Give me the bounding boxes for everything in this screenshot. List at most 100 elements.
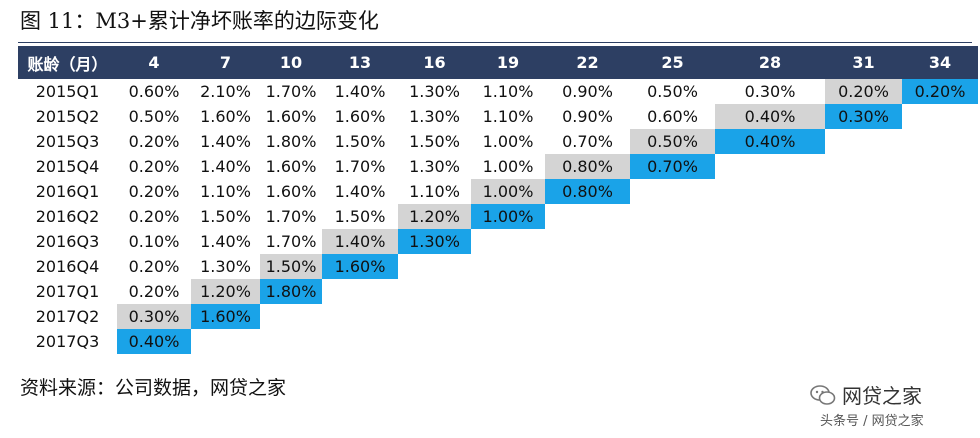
- row-label: 2017Q1: [35, 282, 100, 301]
- table-cell: 1.30%: [398, 229, 471, 254]
- table-cell: 0.30%: [744, 82, 796, 101]
- table-cell: 0.60%: [647, 107, 698, 126]
- table-cell: 0.20%: [128, 207, 180, 226]
- empty-cell: [630, 229, 715, 254]
- table-cell: 1.70%: [265, 232, 317, 251]
- table-cell: 1.00%: [482, 157, 534, 176]
- table-cell: 1.60%: [265, 107, 317, 126]
- empty-cell: [260, 329, 322, 354]
- empty-cell: [715, 179, 825, 204]
- table-cell: 0.90%: [562, 82, 613, 101]
- table-row: 2016Q2 0.20% 1.50% 1.70% 1.50% 1.20% 1.00%: [18, 204, 978, 229]
- empty-cell: [471, 279, 545, 304]
- empty-cell: [825, 179, 902, 204]
- wechat-icon: [810, 384, 836, 405]
- empty-cell: [715, 329, 825, 354]
- column-header: 10: [279, 53, 303, 72]
- empty-cell: [715, 279, 825, 304]
- empty-cell: [630, 279, 715, 304]
- empty-cell: [471, 229, 545, 254]
- watermark-subtext: 头条号 / 网贷之家: [820, 414, 924, 429]
- empty-cell: [545, 204, 630, 229]
- table-cell: 2.10%: [200, 82, 251, 101]
- empty-cell: [398, 329, 471, 354]
- table-cell: 1.80%: [260, 279, 322, 304]
- empty-cell: [545, 279, 630, 304]
- empty-cell: [630, 204, 715, 229]
- empty-cell: [545, 304, 630, 329]
- table-row: 2017Q3 0.40%: [18, 329, 978, 354]
- empty-cell: [902, 154, 978, 179]
- empty-cell: [322, 304, 398, 329]
- empty-cell: [902, 129, 978, 154]
- header-label: 账龄（月）: [27, 54, 108, 74]
- table-cell: 0.20%: [128, 282, 180, 301]
- table-cell: 1.30%: [409, 157, 460, 176]
- table-cell: 1.20%: [191, 279, 260, 304]
- empty-cell: [260, 304, 322, 329]
- empty-cell: [715, 304, 825, 329]
- table-cell: 0.20%: [128, 257, 180, 276]
- watermark: 网贷之家: [810, 380, 922, 409]
- table-row: 2015Q2 0.50% 1.60% 1.60% 1.60% 1.30% 1.10% 0.90…: [18, 104, 978, 129]
- table-cell: 1.40%: [334, 82, 386, 101]
- table-cell: 1.30%: [200, 257, 251, 276]
- table-row: 2015Q3 0.20% 1.40% 1.80% 1.50% 1.50% 1.00% 0.70…: [18, 129, 978, 154]
- row-label: 2015Q2: [35, 107, 100, 126]
- table-cell: 0.30%: [117, 304, 191, 329]
- empty-cell: [715, 204, 825, 229]
- empty-cell: [471, 254, 545, 279]
- empty-cell: [825, 304, 902, 329]
- table-body: 2015Q1 0.60% 2.10% 1.70% 1.40% 1.30% 1.10% 0.90…: [18, 79, 978, 354]
- table-cell: 1.50%: [260, 254, 322, 279]
- table-cell: 0.70%: [630, 154, 715, 179]
- table-cell: 1.20%: [398, 204, 471, 229]
- empty-cell: [825, 279, 902, 304]
- empty-cell: [902, 254, 978, 279]
- empty-cell: [715, 154, 825, 179]
- table-cell: 1.10%: [409, 182, 460, 201]
- table-row: 2017Q2 0.30% 1.60%: [18, 304, 978, 329]
- empty-cell: [825, 229, 902, 254]
- table-cell: 1.40%: [200, 157, 251, 176]
- row-label: 2017Q3: [35, 332, 100, 351]
- table-cell: 1.60%: [322, 254, 398, 279]
- column-header: 25: [661, 53, 684, 72]
- table-row: 2015Q4 0.20% 1.40% 1.60% 1.70% 1.30% 1.00% 0.80…: [18, 154, 978, 179]
- empty-cell: [545, 254, 630, 279]
- table-cell: 0.40%: [715, 129, 825, 154]
- table-cell: 0.50%: [630, 129, 715, 154]
- empty-cell: [545, 229, 630, 254]
- title-divider: [18, 42, 972, 43]
- column-header: 22: [576, 53, 599, 72]
- column-header: 4: [148, 53, 160, 72]
- table-cell: 1.30%: [409, 107, 460, 126]
- table-cell: 0.40%: [117, 329, 191, 354]
- empty-cell: [630, 304, 715, 329]
- table-cell: 1.70%: [265, 82, 317, 101]
- empty-cell: [902, 279, 978, 304]
- table-cell: 0.20%: [825, 79, 902, 104]
- column-header: 34: [928, 53, 952, 72]
- empty-cell: [191, 329, 260, 354]
- empty-cell: [630, 254, 715, 279]
- table-cell: 1.60%: [265, 182, 317, 201]
- table-cell: 1.00%: [471, 179, 545, 204]
- table-cell: 1.40%: [200, 132, 251, 151]
- table-row: 2016Q3 0.10% 1.40% 1.70% 1.40% 1.30%: [18, 229, 978, 254]
- bad-debt-table: 账龄（月） 4 7 10 13 16 19 22 25 28 31 34 201…: [18, 46, 978, 354]
- empty-cell: [715, 229, 825, 254]
- table-row: 2016Q1 0.20% 1.10% 1.60% 1.40% 1.10% 1.00% 0.80…: [18, 179, 978, 204]
- empty-cell: [630, 179, 715, 204]
- table-cell: 1.10%: [482, 82, 534, 101]
- empty-cell: [902, 204, 978, 229]
- row-label: 2015Q1: [35, 82, 100, 101]
- table-cell: 1.50%: [334, 132, 386, 151]
- table-cell: 1.70%: [334, 157, 386, 176]
- empty-cell: [902, 329, 978, 354]
- table-cell: 0.80%: [545, 154, 630, 179]
- table-cell: 1.80%: [265, 132, 317, 151]
- table-cell: 0.50%: [647, 82, 698, 101]
- empty-cell: [398, 254, 471, 279]
- table-cell: 1.10%: [200, 182, 251, 201]
